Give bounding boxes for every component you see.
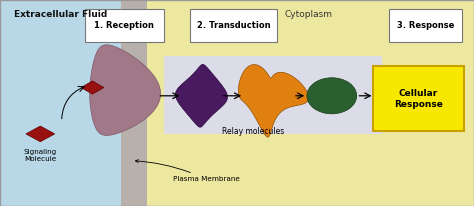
Bar: [164, 56, 382, 134]
Text: Cellular
Response: Cellular Response: [394, 89, 443, 109]
Bar: [0, 0, 134, 206]
Text: Extracellular Fluid: Extracellular Fluid: [14, 10, 108, 19]
Text: Plasma Membrane: Plasma Membrane: [136, 160, 240, 182]
Polygon shape: [26, 126, 55, 142]
Ellipse shape: [307, 78, 356, 114]
Bar: [134, 0, 474, 206]
FancyBboxPatch shape: [190, 9, 277, 42]
Text: 1. Reception: 1. Reception: [94, 21, 155, 30]
FancyBboxPatch shape: [389, 9, 462, 42]
Polygon shape: [238, 65, 309, 137]
FancyBboxPatch shape: [85, 9, 164, 42]
Text: 2. Transduction: 2. Transduction: [197, 21, 270, 30]
Polygon shape: [90, 45, 161, 135]
Bar: [121, 0, 147, 206]
Text: Signaling
Molecule: Signaling Molecule: [24, 149, 57, 162]
Text: 3. Response: 3. Response: [397, 21, 454, 30]
Text: Relay molecules: Relay molecules: [222, 127, 285, 136]
Polygon shape: [81, 81, 104, 94]
Text: Cytoplasm: Cytoplasm: [284, 10, 332, 19]
Polygon shape: [175, 64, 228, 127]
FancyBboxPatch shape: [373, 66, 464, 131]
